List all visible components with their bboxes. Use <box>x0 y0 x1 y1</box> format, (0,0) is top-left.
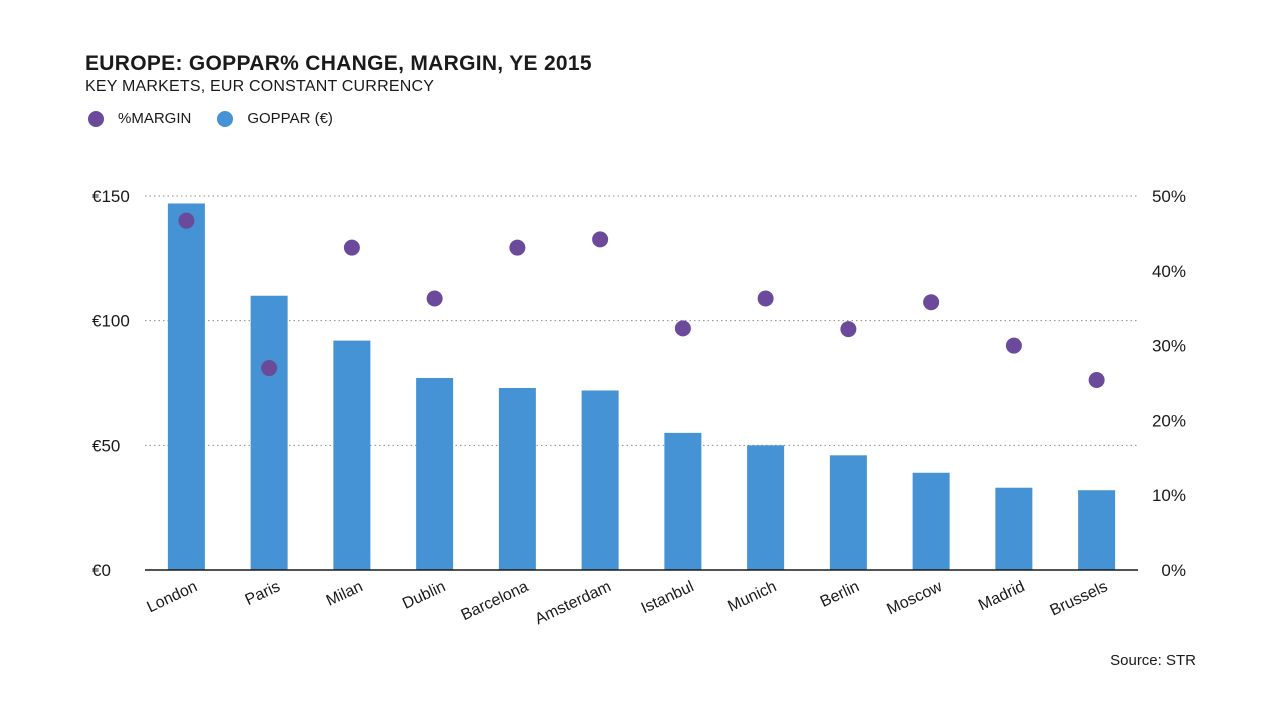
goppar-bars <box>167 203 1116 571</box>
legend-margin-label: %MARGIN <box>118 110 192 127</box>
margin-dots <box>178 212 1105 389</box>
left-tick-label: €150 <box>92 187 130 206</box>
bar-paris <box>250 295 288 570</box>
bar-london <box>167 203 205 571</box>
right-tick-label: 50% <box>1152 187 1186 206</box>
bar-milan <box>333 340 371 570</box>
margin-dot-london <box>178 212 195 229</box>
legend-item-goppar: GOPPAR (€) <box>217 110 333 127</box>
legend-goppar-label: GOPPAR (€) <box>247 110 333 127</box>
chart-title: EUROPE: GOPPAR% CHANGE, MARGIN, YE 2015 <box>85 52 592 75</box>
right-tick-label: 40% <box>1152 262 1186 281</box>
category-label-berlin: Berlin <box>818 578 862 611</box>
bar-barcelona <box>498 387 536 570</box>
category-label-amsterdam: Amsterdam <box>532 578 613 628</box>
margin-dot-brussels <box>1088 372 1105 389</box>
margin-dot-paris <box>261 360 278 377</box>
right-tick-label: 0% <box>1161 561 1186 580</box>
bar-istanbul <box>664 432 702 570</box>
bar-berlin <box>829 455 867 570</box>
category-label-madrid: Madrid <box>976 578 1028 614</box>
bar-brussels <box>1078 490 1116 570</box>
right-tick-label: 10% <box>1152 486 1186 505</box>
category-label-dublin: Dublin <box>400 578 448 613</box>
gridlines <box>145 195 1138 446</box>
left-tick-label: €0 <box>92 561 111 580</box>
left-tick-label: €50 <box>92 436 120 455</box>
category-label-milan: Milan <box>324 578 366 610</box>
category-label-paris: Paris <box>243 578 283 609</box>
bar-munich <box>747 445 785 570</box>
bar-amsterdam <box>581 390 619 570</box>
bar-dublin <box>416 378 454 570</box>
category-label-istanbul: Istanbul <box>639 578 697 617</box>
legend-margin-swatch <box>88 110 104 127</box>
left-axis-ticks: €0 €50 €100 €150 <box>92 187 130 580</box>
category-label-barcelona: Barcelona <box>459 578 532 624</box>
margin-dot-dublin <box>426 290 443 307</box>
right-axis-ticks: 0% 10% 20% 30% 40% 50% <box>1152 187 1186 580</box>
legend-item-margin: %MARGIN <box>88 110 191 127</box>
category-label-moscow: Moscow <box>884 578 945 618</box>
legend: %MARGIN GOPPAR (€) <box>88 110 359 127</box>
bar-moscow <box>912 472 950 570</box>
chart-subtitle: KEY MARKETS, EUR CONSTANT CURRENCY <box>85 78 435 95</box>
category-label-brussels: Brussels <box>1048 578 1111 619</box>
category-label-munich: Munich <box>725 578 779 615</box>
bar-madrid <box>995 487 1033 570</box>
margin-dot-barcelona <box>509 239 526 256</box>
margin-dot-moscow <box>923 294 940 311</box>
margin-dot-istanbul <box>674 320 691 337</box>
margin-dot-madrid <box>1005 337 1022 354</box>
category-label-london: London <box>144 578 200 616</box>
source-note: Source: STR <box>1110 652 1196 669</box>
legend-goppar-swatch <box>217 110 234 127</box>
margin-dot-amsterdam <box>592 231 609 248</box>
right-tick-label: 20% <box>1152 411 1186 430</box>
left-tick-label: €100 <box>92 312 130 331</box>
category-labels: London Paris Milan Dublin Barcelona Amsterdam… <box>144 578 1110 628</box>
margin-dot-munich <box>757 290 774 307</box>
margin-dot-berlin <box>840 321 857 338</box>
margin-dot-milan <box>343 239 360 256</box>
right-tick-label: 30% <box>1152 337 1186 356</box>
